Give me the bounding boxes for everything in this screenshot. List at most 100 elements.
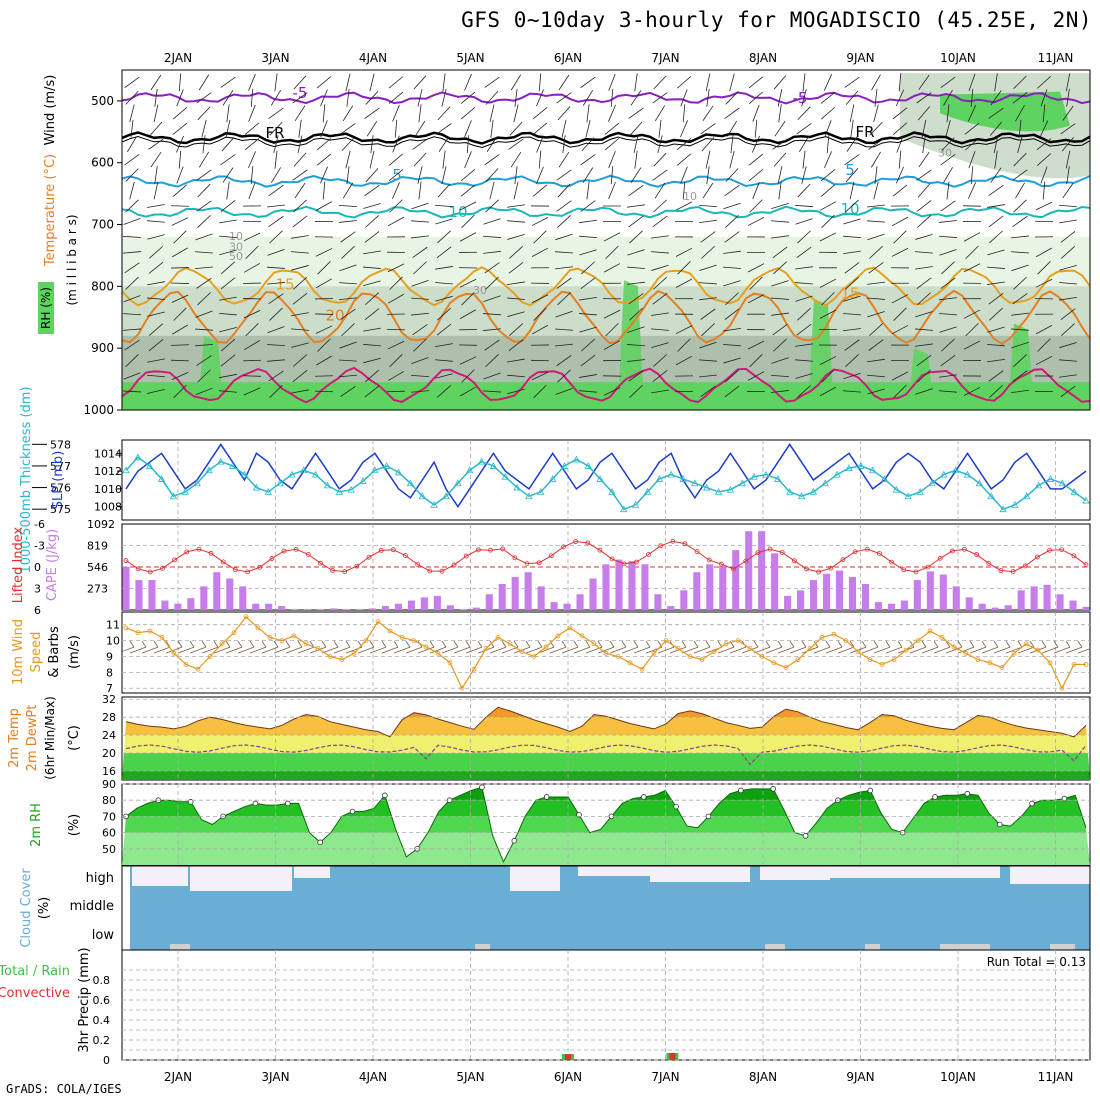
wind-barb <box>652 370 668 382</box>
wind-barb <box>941 137 955 151</box>
wind-barb <box>434 359 454 362</box>
lifted-marker <box>208 550 214 556</box>
wind-barb-flag <box>1029 640 1035 648</box>
cape-tick-label: 546 <box>87 561 108 574</box>
wind-barb <box>964 137 980 151</box>
wind-barb <box>917 183 931 198</box>
wind-barb <box>724 308 740 320</box>
wind-barb <box>797 106 811 121</box>
wind-barb-flag <box>801 640 807 648</box>
lifted-tick-label: -6 <box>34 518 45 531</box>
wind-barb-flag <box>321 640 327 648</box>
wind-barb <box>993 135 999 154</box>
rh-marker <box>317 839 323 846</box>
lifted-marker <box>889 559 894 565</box>
wind-barb <box>464 120 472 138</box>
wind-barb <box>634 150 638 169</box>
wind-barb <box>197 214 211 228</box>
wind-barb <box>242 359 262 362</box>
wind-speed-marker <box>651 650 657 656</box>
wind-barb <box>850 119 854 138</box>
wind-barb <box>461 292 475 306</box>
wind-barb <box>1060 231 1076 243</box>
wind-barb <box>1060 308 1076 320</box>
wind-barb <box>845 276 859 290</box>
wind-barb <box>628 370 644 382</box>
wind-barb <box>195 310 213 318</box>
wind-barb <box>754 119 758 138</box>
wind-barb <box>580 200 596 212</box>
wind-barb-flag <box>1089 641 1090 642</box>
lifted-marker <box>925 564 931 570</box>
wind-barb <box>413 152 427 167</box>
wind-barb <box>677 338 691 352</box>
wind-barb <box>771 390 789 393</box>
wind-barb <box>147 204 165 208</box>
wind-barb <box>945 119 951 138</box>
wind-barb <box>197 183 211 198</box>
thickness-marker <box>868 466 877 474</box>
wind-barb <box>345 150 351 169</box>
wind-barb <box>629 307 643 321</box>
wind-barb <box>554 328 574 331</box>
wind-barb <box>868 339 884 351</box>
cape-bar <box>213 572 221 610</box>
isotherm-label-15: 15 <box>840 285 859 303</box>
series-thickness <box>125 456 1087 511</box>
wind-speed-marker <box>555 633 561 639</box>
wind-barb <box>699 341 717 349</box>
wind-barb <box>122 313 142 316</box>
thickness-marker <box>963 470 972 478</box>
wind-barb <box>821 292 835 306</box>
wind-barb <box>1036 138 1052 151</box>
wind-barb <box>555 266 573 270</box>
wind-barb <box>675 247 693 257</box>
wind-barb <box>533 384 547 399</box>
wind-barb <box>1060 385 1076 398</box>
wind-barb <box>843 372 861 380</box>
wind-barb <box>172 247 188 258</box>
cape-bar <box>498 584 506 610</box>
wind-barb <box>608 104 616 122</box>
wind-barb-10m <box>945 646 963 654</box>
cape-bar <box>771 553 779 610</box>
wind-barb <box>658 119 662 138</box>
wind-speed-marker <box>999 665 1005 670</box>
thickness-marker <box>667 470 675 478</box>
wind-barb-10m <box>477 646 495 654</box>
wind-speed-marker <box>255 625 261 631</box>
wind-barb <box>581 261 595 275</box>
wind-speed-marker <box>183 662 189 667</box>
wind-barb <box>699 219 717 224</box>
thickness-marker <box>975 479 984 487</box>
wind-barb-flag <box>705 640 711 648</box>
wind-speed-marker <box>423 644 429 650</box>
wind-barb-10m <box>237 646 255 654</box>
day-label-top: 5JAN <box>456 51 484 65</box>
cloud-high-gap <box>830 866 1000 878</box>
wind-barb <box>197 369 211 383</box>
wind-speed-marker <box>579 633 585 639</box>
lifted-marker <box>500 546 506 552</box>
wind-barb <box>387 293 405 304</box>
thickness-marker <box>1070 488 1078 495</box>
wind-barb <box>610 166 614 185</box>
wind-barb-10m <box>537 646 555 654</box>
wind-speed-marker <box>1059 685 1065 691</box>
thickness-marker <box>1082 496 1090 504</box>
wind-barb <box>273 135 279 154</box>
wind-barb <box>369 150 375 169</box>
wind-barb <box>698 204 718 208</box>
cape-bar <box>446 605 454 610</box>
rh-marker <box>964 790 971 797</box>
ylabel-cape: CAPE (J/kg) <box>45 529 60 601</box>
wind-barb <box>170 359 190 362</box>
thickness-marker <box>655 475 664 482</box>
wind-barb-10m <box>825 646 843 654</box>
wind-barb <box>172 107 188 120</box>
wind-barb <box>794 204 814 208</box>
wind-barb <box>867 281 885 285</box>
wind-barb <box>1010 328 1030 331</box>
wind-barb <box>747 263 765 273</box>
wind-barb <box>557 369 571 383</box>
